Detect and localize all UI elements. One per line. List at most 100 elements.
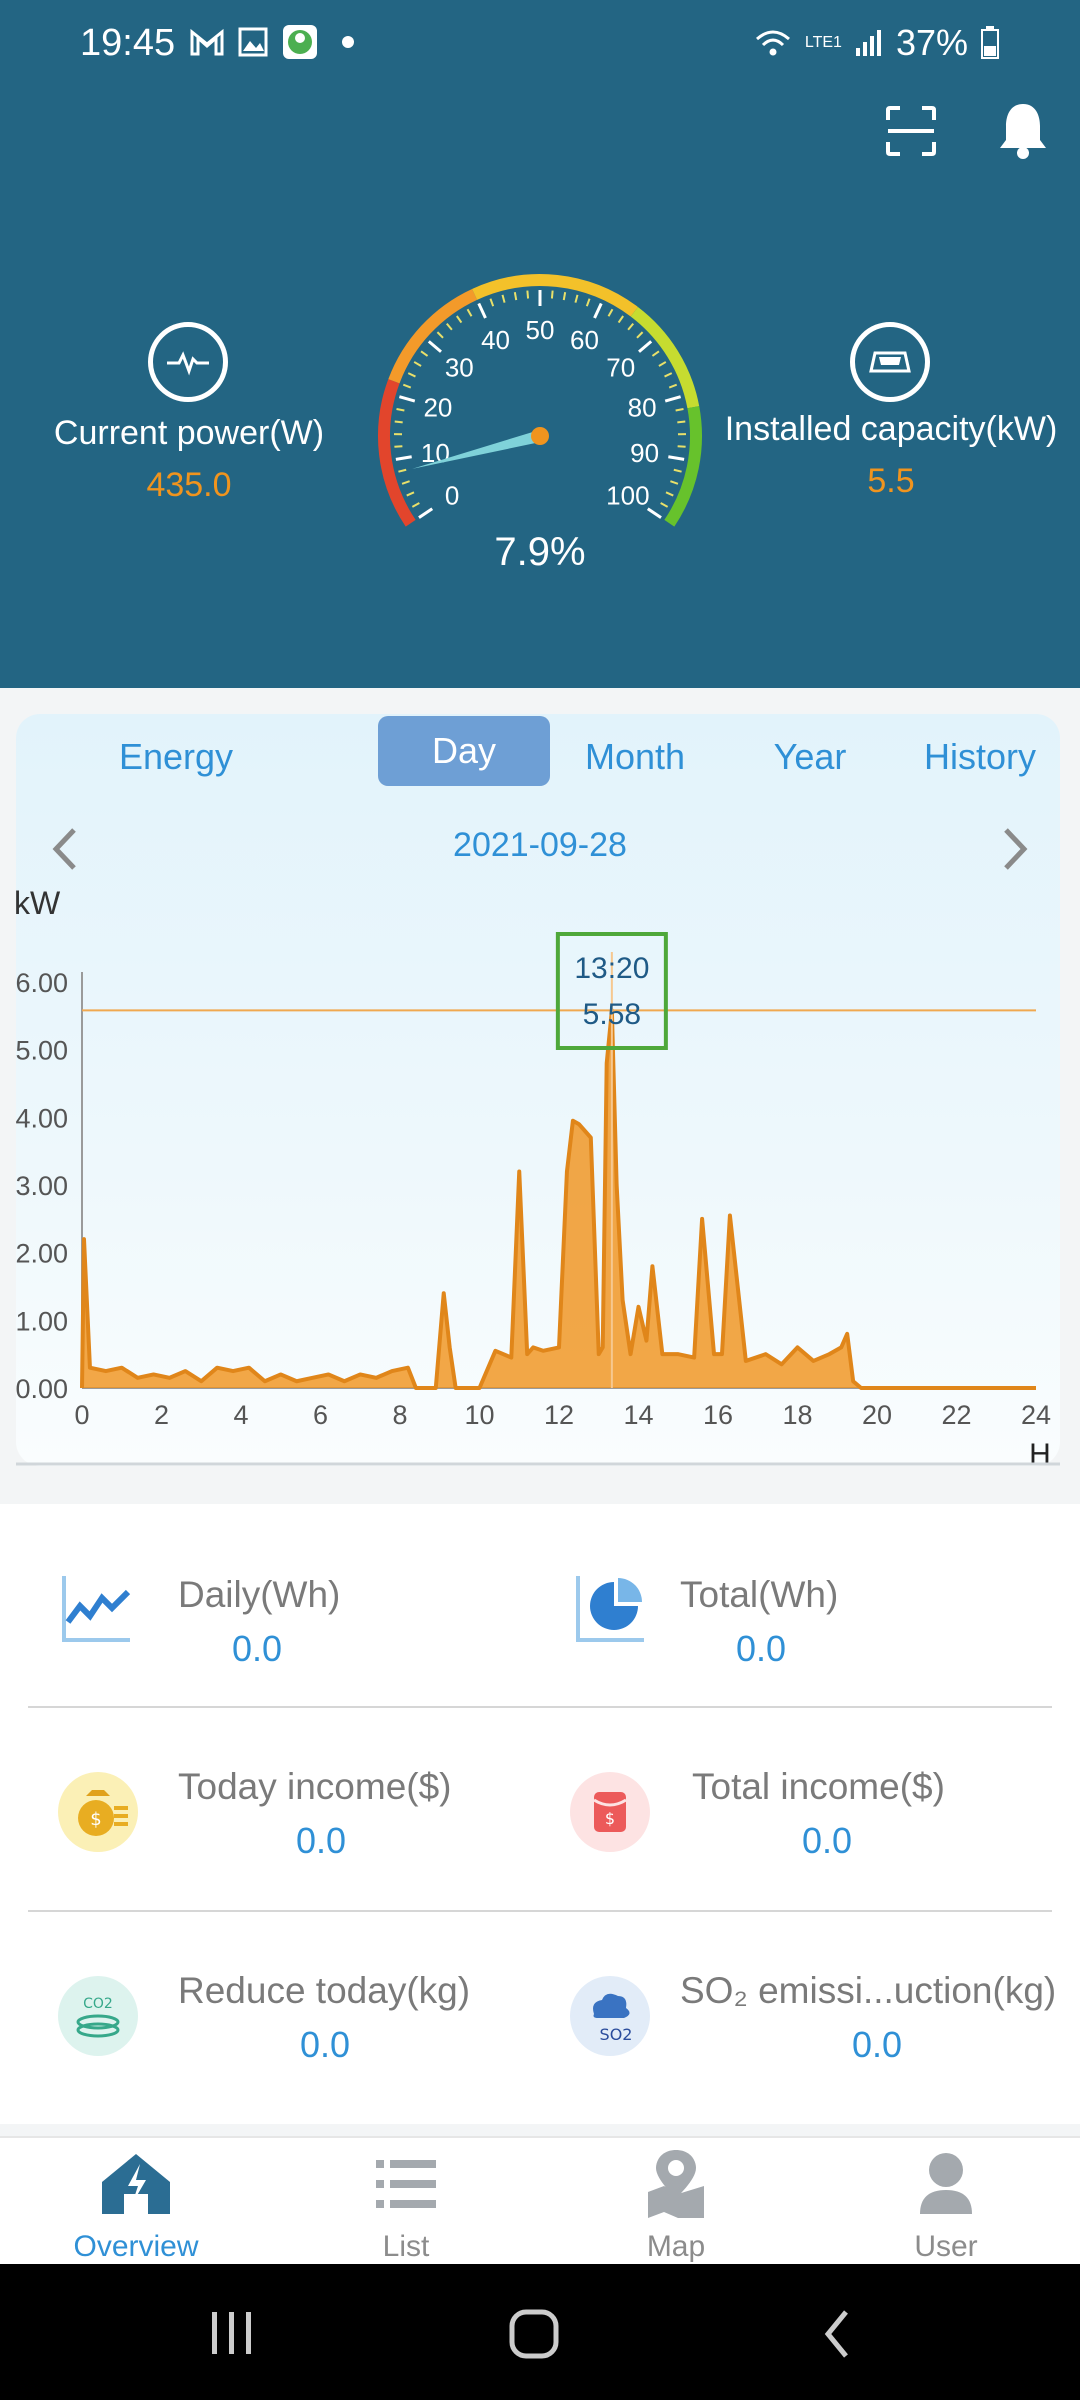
tab-history[interactable]: History [923, 736, 1036, 777]
y-tick-label: 5.00 [15, 1036, 68, 1066]
stats-panel [0, 1504, 1080, 2124]
stats-divider-1 [28, 1706, 1052, 1708]
gauge-tick [636, 331, 644, 339]
tooltip-value: 5.58 [583, 998, 641, 1031]
gauge-tick [427, 340, 442, 353]
status-time: 19:45 [80, 22, 176, 64]
nav-list[interactable]: List [306, 2138, 506, 2266]
svg-text:CO2: CO2 [83, 1996, 113, 2012]
y-axis-unit: kW [14, 885, 61, 921]
more-notifications-dot [342, 36, 354, 48]
x-tick-label: 16 [703, 1400, 733, 1430]
network-label: LTE1 [804, 34, 842, 51]
list-icon [376, 2160, 436, 2208]
nav-map-label: Map [646, 2230, 706, 2263]
x-tick-label: 6 [313, 1400, 328, 1430]
power-chart: kW0.001.002.003.004.005.006.000 2 4 6 8 10 12 1… [14, 885, 1060, 1470]
gauge-tick [673, 468, 682, 473]
daily-value: 0.0 [232, 1628, 283, 1669]
svg-text:$: $ [605, 1809, 615, 1828]
gauge-tick-label: 70 [606, 352, 635, 382]
gauge-tick [585, 298, 591, 307]
tooltip-box [555, 932, 668, 1050]
back-icon[interactable] [822, 2308, 852, 2360]
battery-icon [981, 26, 999, 59]
recent-apps-icon[interactable] [208, 2310, 256, 2356]
bottom-nav: Overview List Map User [0, 2136, 1080, 2266]
system-nav-bar [0, 2264, 1080, 2400]
overview-home-icon [102, 2154, 170, 2214]
gauge-tick [411, 502, 420, 508]
nav-overview[interactable]: Overview [36, 2138, 236, 2266]
gauge-tick [675, 408, 684, 412]
gauge-tick [394, 445, 403, 448]
installed-capacity-label: Installed capacity(kW) [724, 410, 1058, 448]
gauge-tick-label: 0 [445, 480, 459, 510]
x-tick-label: 0 [74, 1400, 89, 1430]
gauge-tick-label: 80 [628, 392, 657, 422]
tab-year[interactable]: Year [773, 736, 847, 777]
gauge-tick [550, 290, 554, 299]
x-tick-label: 12 [544, 1400, 574, 1430]
tab-energy[interactable]: Energy [118, 736, 234, 777]
bell-icon[interactable] [996, 100, 1050, 160]
tab-month[interactable]: Month [584, 736, 686, 777]
x-tick-label: 22 [941, 1400, 971, 1430]
nav-map[interactable]: Map [576, 2138, 776, 2266]
wifi-icon [755, 30, 790, 56]
status-bar: 19:45 LTE1 37% [0, 0, 1080, 90]
current-power-value: 435.0 [146, 466, 232, 504]
gauge-tick [677, 420, 686, 424]
scan-icon[interactable] [884, 104, 938, 158]
notification-icons [190, 24, 354, 60]
nav-user[interactable]: User [846, 2138, 1046, 2266]
gauge-tick [401, 480, 410, 485]
gauge-tick [446, 322, 453, 331]
co2-reduction-icon: CO2 [58, 1976, 138, 2056]
total-label: Total(Wh) [680, 1574, 839, 1615]
gauge-tick [660, 502, 669, 508]
home-icon[interactable] [508, 2308, 560, 2360]
so2-value: 0.0 [852, 2024, 903, 2065]
next-date-icon[interactable] [1000, 826, 1032, 872]
gauge-tick [668, 455, 685, 461]
gauge-tick [418, 507, 434, 519]
total-value: 0.0 [736, 1628, 787, 1669]
gauge-arc-lowmid [388, 288, 478, 384]
gauge-tick [413, 361, 422, 367]
daily-label: Daily(Wh) [178, 1574, 341, 1615]
gauge-arc-midhigh [630, 306, 700, 409]
gauge-tick-label: 20 [423, 392, 452, 422]
svg-text:$: $ [90, 1809, 101, 1830]
gauge-tick-label: 60 [570, 325, 599, 355]
gauge-tick [646, 507, 662, 519]
gauge-tick [574, 294, 579, 303]
gauge-tick-label: 40 [481, 325, 510, 355]
line-chart-icon [62, 1576, 131, 1642]
gauge-tick [664, 372, 673, 378]
signal-icon [855, 30, 881, 56]
prev-date-icon[interactable] [48, 826, 80, 872]
tooltip-time: 13:20 [574, 952, 649, 985]
battery-percent: 37% [895, 22, 968, 63]
money-bag-icon: $ [58, 1772, 138, 1852]
gauge-tick [407, 372, 416, 378]
gauge-tick [670, 480, 679, 485]
x-tick-label: 20 [862, 1400, 892, 1430]
so2-label: SO₂ emissi...uction(kg) [680, 1970, 1057, 2011]
gauge-tick [398, 395, 416, 403]
svg-text:SO2: SO2 [600, 2025, 633, 2044]
reduce-today-value: 0.0 [300, 2024, 351, 2065]
x-tick-label: 8 [392, 1400, 407, 1430]
chart-card [16, 714, 1060, 1466]
tab-day[interactable]: Day [378, 716, 550, 786]
power-pulse-icon [148, 322, 228, 402]
nav-overview-label: Overview [73, 2230, 199, 2263]
gauge-tick [677, 445, 686, 448]
x-axis-unit: H [1029, 1438, 1051, 1470]
gauge-tick [627, 322, 634, 331]
gauge-tick [513, 292, 518, 301]
red-wallet-icon: $ [570, 1772, 650, 1852]
capacity-icon [850, 322, 930, 402]
